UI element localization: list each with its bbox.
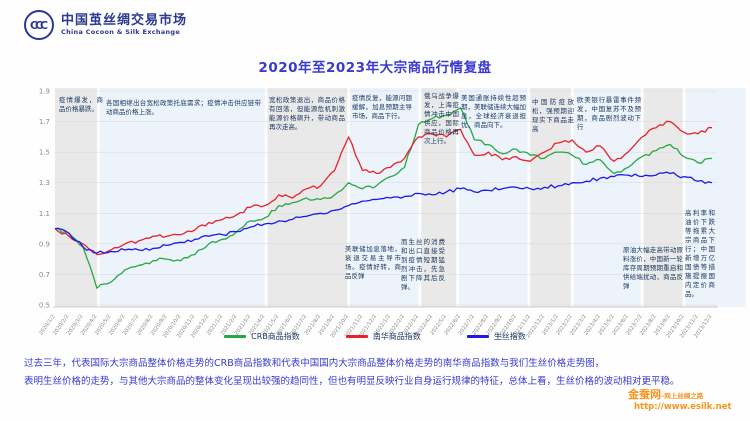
chart-legend: CRB商品指数 南华商品指数 生丝指数 — [0, 331, 750, 342]
annotation-china-reopening: 中国防疫放松，强预期迎现实下商品走高 — [532, 98, 574, 134]
legend-item-nanhua: 南华商品指数 — [346, 331, 421, 342]
legend-item-silk: 生丝指数 — [467, 331, 526, 342]
y-tick-label: 0.7 — [39, 271, 50, 279]
site-url-link[interactable]: http://www.esilk.net — [634, 402, 732, 413]
y-tick-label: 1.1 — [39, 210, 50, 218]
y-tick-label: 0.5 — [39, 302, 50, 310]
annotation-covid-outbreak: 疫情爆发，商品价格暴跌。 — [59, 96, 103, 114]
y-tick-label: 1.3 — [39, 179, 50, 187]
y-tick-label: 1.9 — [39, 88, 50, 96]
y-tick-label: 0.9 — [39, 240, 50, 248]
site-name: 金蚕网 — [628, 388, 661, 402]
annotation-crude-oil-rally: 原油大幅走高带动原料涨价，中国新一轮库存周期预期重启和供给端扰动，商品反弹 — [623, 246, 683, 291]
site-tagline: –网上丝绸之路 — [661, 392, 703, 400]
annotation-rate-hike-expectation: 疫情反复，能源问题缓解，加息预期主导市场，商品下行。 — [352, 94, 412, 121]
exchange-logo: CCC 中国茧丝绸交易市场 China Cocoon & Silk Exchan… — [24, 10, 187, 40]
annotation-easing-policies: 各国相继出台宽松政策托底需求；疫情冲击供应链带动商品价格上涨。 — [106, 99, 261, 117]
crb-line-swatch — [224, 335, 246, 338]
annotation-energy-crisis: 宽松政策退出，商品价格有回落，但能源危机刺激能源价格飙升，带动商品再次走高。 — [269, 96, 345, 132]
chart-title: 2020年至2023年大宗商品行情复盘 — [0, 56, 750, 76]
annotation-silk-consumption: 而生丝的消费和出口直接受到疫情短期猛烈冲击，先急剧下降其后反弹。 — [401, 238, 445, 292]
summary-paragraph-line1: 过去三年，代表国际大宗商品整体价格走势的CRB商品指数和代表中国国内大宗商品整体… — [24, 355, 736, 369]
exchange-name-cn: 中国茧丝绸交易市场 — [61, 14, 187, 28]
exchange-logo-icon: CCC — [24, 10, 54, 40]
exchange-name-en: China Cocoon & Silk Exchange — [61, 29, 187, 36]
legend-label-silk: 生丝指数 — [494, 331, 526, 342]
y-tick-label: 1.7 — [39, 118, 50, 126]
legend-item-crb: CRB商品指数 — [224, 331, 300, 342]
exchange-logo-text: 中国茧丝绸交易市场 China Cocoon & Silk Exchange — [61, 14, 187, 35]
summary-paragraph-line2: 表明生丝价格的走势，与其他大宗商品的整体变化呈现出较强的趋同性，但也有明显反映行… — [24, 373, 736, 387]
legend-label-crb: CRB商品指数 — [251, 331, 300, 342]
nanhua-line-swatch — [346, 335, 368, 338]
legend-label-nanhua: 南华商品指数 — [373, 331, 421, 342]
silk-line-swatch — [467, 335, 489, 338]
annotation-russia-ukraine-war: 俄乌战争爆发，上海疫情冲击中国供应，国际商品价格再次上行。 — [424, 92, 459, 146]
y-tick-label: 1.5 — [39, 149, 50, 157]
site-mark: 金蚕网 –网上丝绸之路 http://www.esilk.net — [628, 388, 732, 412]
annotation-high-rates-drag: 高利率和油价下跌等拖累大宗商品下行；中国新增万亿国债等措施提振国内定价商品。 — [685, 209, 715, 299]
annotation-us-inflation-hikes: 美国通胀持续性超预期，美联储连续大幅加息，全球经济衰退担忧，商品向下。 — [461, 94, 526, 130]
annotation-bank-crisis: 欧美银行暴雷事件频发，中国复苏不及预期，商品剧烈波动下行 — [577, 96, 641, 132]
annotation-fed-hikes-landed: 美联储加息落地，衰退交易主导市场。疫情好转，商品反弹 — [345, 245, 401, 281]
